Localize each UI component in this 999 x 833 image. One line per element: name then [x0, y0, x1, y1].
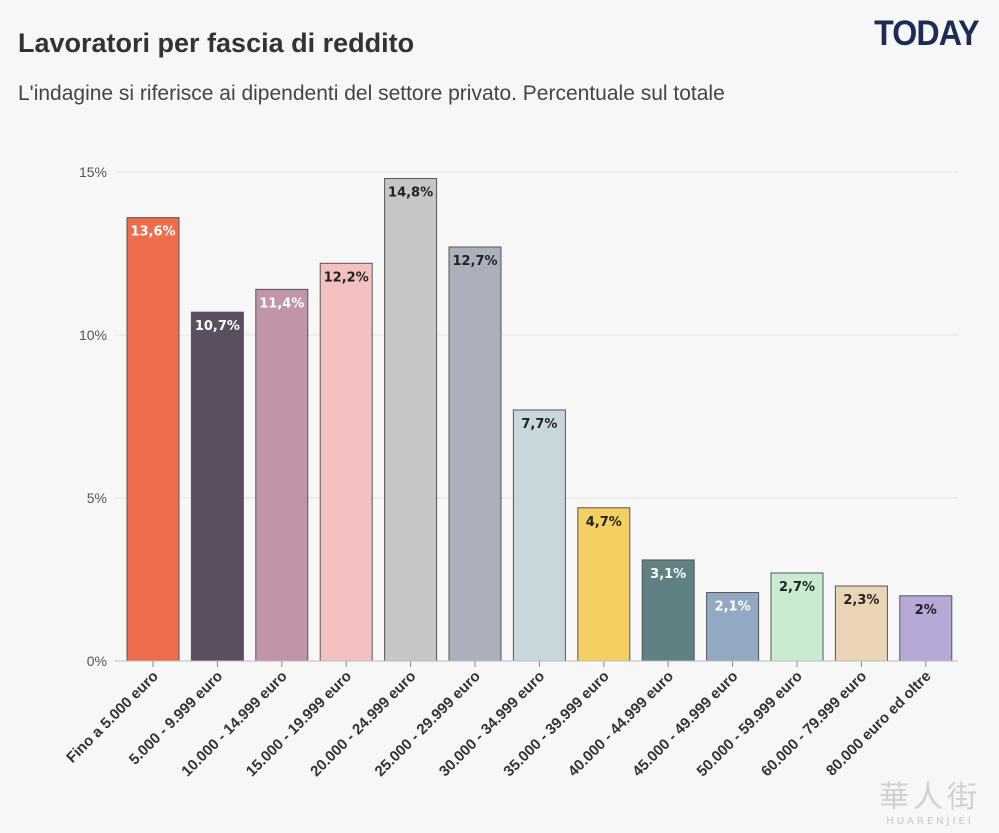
watermark: 華人街 HUARENJIEI [879, 772, 981, 827]
data-label: 4,7% [586, 515, 622, 530]
x-tick-label: 60.000 - 79.999 euro [758, 668, 870, 780]
y-tick-label: 15% [79, 164, 107, 180]
x-tick-label: 45.000 - 49.999 euro [629, 668, 741, 780]
chart-subtitle: L'indagine si riferisce ai dipendenti de… [18, 82, 725, 105]
bar [641, 559, 695, 662]
watermark-text: HUARENJIEI [886, 816, 974, 827]
y-tick-label: 5% [87, 490, 107, 506]
data-label: 2,7% [779, 580, 815, 595]
bar [448, 246, 502, 662]
data-label: 3,1% [650, 567, 686, 582]
today-logo: TODAY [874, 14, 979, 53]
bar [384, 178, 438, 662]
data-label: 10,7% [195, 319, 240, 334]
bar [706, 592, 760, 662]
x-tick-label: 40.000 - 44.999 euro [565, 668, 677, 780]
bar [770, 572, 824, 662]
data-label: 14,8% [388, 186, 433, 201]
x-tick-label: 15.000 - 19.999 euro [243, 668, 355, 780]
data-label: 13,6% [130, 225, 175, 240]
bar [512, 409, 566, 662]
x-tick-label: 50.000 - 59.999 euro [694, 668, 806, 780]
x-tick-label: 25.000 - 29.999 euro [372, 668, 484, 780]
bar [899, 595, 953, 662]
data-label: 2% [915, 603, 937, 618]
data-label: 12,2% [324, 270, 369, 285]
bar [190, 311, 244, 662]
chart-title: Lavoratori per fascia di reddito [18, 28, 415, 58]
data-label: 2,1% [715, 600, 751, 615]
watermark-glyphs: 華人街 [879, 780, 981, 815]
x-tick-label: 80.000 euro ed oltre [823, 668, 935, 780]
y-tick-label: 10% [79, 327, 107, 343]
data-label: 2,3% [843, 593, 879, 608]
x-tick-label: 35.000 - 39.999 euro [500, 668, 612, 780]
bar [577, 507, 631, 662]
data-label: 7,7% [521, 417, 557, 432]
bar [126, 217, 180, 662]
bar [319, 262, 373, 662]
x-tick-label: 30.000 - 34.999 euro [436, 668, 548, 780]
x-tick-label: 20.000 - 24.999 euro [307, 668, 419, 780]
bar [255, 288, 309, 662]
data-label: 12,7% [452, 254, 497, 269]
x-tick-label: 10.000 - 14.999 euro [178, 668, 290, 780]
data-label: 11,4% [259, 296, 304, 311]
y-tick-label: 0% [87, 653, 107, 669]
